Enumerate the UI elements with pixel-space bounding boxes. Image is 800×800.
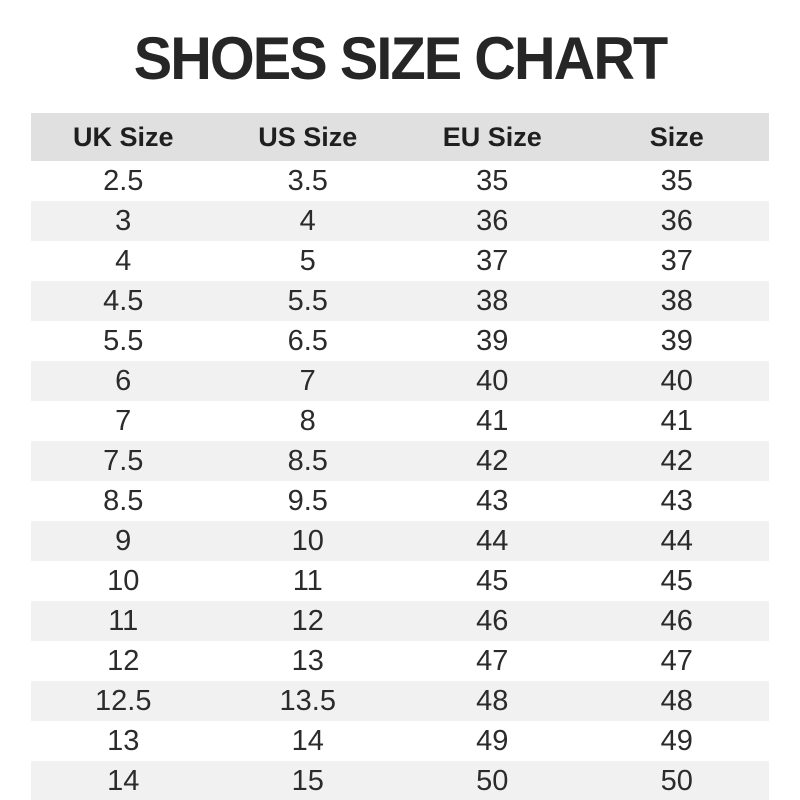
table-cell: 7 <box>115 404 132 437</box>
table-cell: 15 <box>291 764 324 797</box>
table-cell: 45 <box>660 564 693 597</box>
table-cell: 5.5 <box>287 284 328 317</box>
table-cell: 49 <box>476 724 509 757</box>
table-cell: 9.5 <box>287 484 328 517</box>
table-row: 13 14 49 49 <box>31 721 769 761</box>
table-cell: 39 <box>476 324 509 357</box>
table-cell: 8.5 <box>287 444 328 477</box>
table-cell: 45 <box>476 564 509 597</box>
column-header-eu-size: EU Size <box>400 113 585 161</box>
page-title: SHOES SIZE CHART <box>133 25 668 92</box>
table-cell: 12 <box>291 604 324 637</box>
table-cell: 4 <box>299 204 316 237</box>
table-cell: 3 <box>115 204 132 237</box>
table-cell: 40 <box>476 364 509 397</box>
table-cell: 2.5 <box>103 164 144 197</box>
table-row: 7 8 41 41 <box>31 401 769 441</box>
table-cell: 41 <box>660 404 693 437</box>
table-cell: 43 <box>660 484 693 517</box>
table-cell: 39 <box>660 324 693 357</box>
column-header-size: Size <box>584 113 769 161</box>
table-cell: 50 <box>476 764 509 797</box>
table-row: 4.5 5.5 38 38 <box>31 281 769 321</box>
table-cell: 40 <box>660 364 693 397</box>
table-header-row: UK Size US Size EU Size Size <box>31 113 769 161</box>
table-cell: 3.5 <box>287 164 328 197</box>
table-cell: 47 <box>476 644 509 677</box>
table-cell: 9 <box>115 524 132 557</box>
table-cell: 46 <box>476 604 509 637</box>
table-cell: 13 <box>291 644 324 677</box>
size-chart-table: UK Size US Size EU Size Size 2.5 3.5 35 35 3 4 36… <box>31 113 769 800</box>
table-cell: 46 <box>660 604 693 637</box>
table-cell: 38 <box>476 284 509 317</box>
table-row: 14 15 50 50 <box>31 761 769 800</box>
table-cell: 36 <box>660 204 693 237</box>
column-header-us-size: US Size <box>215 113 400 161</box>
table-cell: 4.5 <box>103 284 144 317</box>
table-row: 12 13 47 47 <box>31 641 769 681</box>
table-cell: 43 <box>476 484 509 517</box>
column-header-uk-size: UK Size <box>31 113 216 161</box>
table-row: 4 5 37 37 <box>31 241 769 281</box>
table-cell: 8.5 <box>103 484 144 517</box>
table-cell: 6 <box>115 364 132 397</box>
table-cell: 37 <box>476 244 509 277</box>
table-cell: 8 <box>299 404 316 437</box>
table-cell: 5.5 <box>103 324 144 357</box>
table-cell: 14 <box>107 764 140 797</box>
table-cell: 50 <box>660 764 693 797</box>
table-cell: 14 <box>291 724 324 757</box>
table-cell: 7 <box>299 364 316 397</box>
table-cell: 10 <box>291 524 324 557</box>
table-cell: 44 <box>660 524 693 557</box>
table-cell: 12 <box>107 644 140 677</box>
table-cell: 47 <box>660 644 693 677</box>
table-row: 10 11 45 45 <box>31 561 769 601</box>
table-row: 11 12 46 46 <box>31 601 769 641</box>
table-cell: 36 <box>476 204 509 237</box>
table-header: UK Size US Size EU Size Size <box>31 113 769 161</box>
table-cell: 48 <box>660 684 693 717</box>
table-body: 2.5 3.5 35 35 3 4 36 36 4 5 37 37 4.5 5.5 38 38 5.5 6.5 39… <box>31 161 769 800</box>
table-cell: 49 <box>660 724 693 757</box>
table-cell: 13.5 <box>279 684 336 717</box>
table-row: 7.5 8.5 42 42 <box>31 441 769 481</box>
table-cell: 10 <box>107 564 140 597</box>
table-cell: 44 <box>476 524 509 557</box>
table-row: 6 7 40 40 <box>31 361 769 401</box>
table-cell: 42 <box>476 444 509 477</box>
table-row: 9 10 44 44 <box>31 521 769 561</box>
table-cell: 37 <box>660 244 693 277</box>
table-cell: 12.5 <box>95 684 152 717</box>
table-cell: 5 <box>299 244 316 277</box>
table-cell: 6.5 <box>287 324 328 357</box>
table-row: 5.5 6.5 39 39 <box>31 321 769 361</box>
table-row: 12.5 13.5 48 48 <box>31 681 769 721</box>
table-cell: 13 <box>107 724 140 757</box>
table-cell: 48 <box>476 684 509 717</box>
table-cell: 42 <box>660 444 693 477</box>
table-row: 3 4 36 36 <box>31 201 769 241</box>
table-cell: 38 <box>660 284 693 317</box>
table-row: 2.5 3.5 35 35 <box>31 161 769 201</box>
table-cell: 11 <box>292 564 323 597</box>
table-cell: 35 <box>660 164 693 197</box>
table-cell: 7.5 <box>103 444 144 477</box>
table-cell: 11 <box>108 604 139 637</box>
table-cell: 35 <box>476 164 509 197</box>
table-row: 8.5 9.5 43 43 <box>31 481 769 521</box>
table-cell: 4 <box>115 244 132 277</box>
table-cell: 41 <box>476 404 509 437</box>
